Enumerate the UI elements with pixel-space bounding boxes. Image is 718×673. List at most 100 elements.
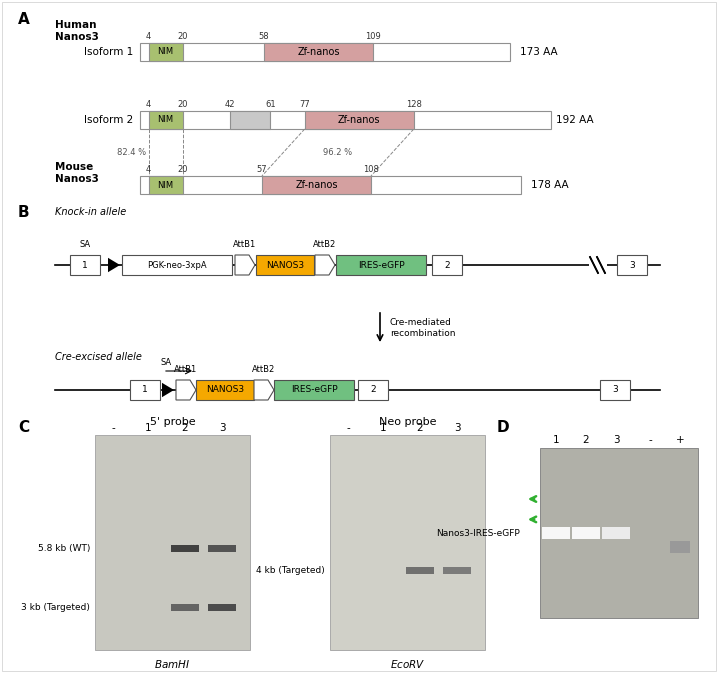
Text: Nanos3-IRES-eGFP: Nanos3-IRES-eGFP — [437, 530, 520, 538]
Text: Neo probe: Neo probe — [379, 417, 437, 427]
Text: 58: 58 — [258, 32, 269, 41]
Text: NANOS3: NANOS3 — [206, 386, 244, 394]
Bar — [140, 176, 521, 194]
Text: Nanos3: Nanos3 — [55, 174, 99, 184]
Text: 3: 3 — [612, 386, 618, 394]
Bar — [122, 255, 232, 275]
Text: 2: 2 — [416, 423, 424, 433]
Text: AttB1: AttB1 — [174, 365, 197, 374]
Text: NIM: NIM — [158, 48, 174, 57]
Text: Cre-excised allele: Cre-excised allele — [55, 352, 142, 362]
Bar — [140, 43, 510, 61]
Bar — [600, 380, 630, 400]
Bar — [264, 43, 373, 61]
Text: 20: 20 — [177, 165, 188, 174]
Text: Zf-nanos: Zf-nanos — [295, 180, 337, 190]
Text: $Bam$HI: $Bam$HI — [154, 658, 190, 670]
Polygon shape — [162, 383, 174, 397]
Polygon shape — [315, 255, 335, 275]
Text: Knock-in allele: Knock-in allele — [55, 207, 126, 217]
Bar — [140, 111, 551, 129]
Bar — [670, 540, 690, 553]
Text: A: A — [18, 12, 29, 27]
Text: Mouse: Mouse — [55, 162, 93, 172]
Text: NIM: NIM — [158, 116, 174, 125]
Text: -: - — [648, 435, 652, 445]
Text: 4: 4 — [146, 100, 151, 109]
Bar — [149, 111, 183, 129]
Text: IRES-eGFP: IRES-eGFP — [358, 260, 404, 269]
Text: 3: 3 — [219, 423, 225, 433]
Bar — [358, 380, 388, 400]
Text: 128: 128 — [406, 100, 421, 109]
Bar — [406, 567, 434, 574]
Text: 20: 20 — [177, 100, 188, 109]
Text: 4: 4 — [146, 165, 151, 174]
Text: Isoform 2: Isoform 2 — [84, 115, 133, 125]
Bar — [432, 255, 462, 275]
Text: 109: 109 — [365, 32, 381, 41]
Bar — [208, 545, 236, 553]
Text: NANOS3: NANOS3 — [266, 260, 304, 269]
Text: 4 kb (Targeted): 4 kb (Targeted) — [256, 566, 325, 575]
Text: NIM: NIM — [158, 180, 174, 190]
Text: 192 AA: 192 AA — [556, 115, 593, 125]
Text: Human: Human — [55, 20, 96, 30]
Text: AttB1: AttB1 — [233, 240, 256, 249]
Bar — [70, 255, 100, 275]
Text: -: - — [111, 423, 115, 433]
Polygon shape — [108, 258, 120, 272]
Bar — [208, 604, 236, 610]
Text: +: + — [676, 435, 684, 445]
Bar — [589, 263, 607, 267]
Text: -: - — [346, 423, 350, 433]
Bar — [542, 527, 570, 539]
Text: 61: 61 — [265, 100, 276, 109]
Text: 1: 1 — [380, 423, 386, 433]
Bar — [617, 255, 647, 275]
Bar — [304, 111, 414, 129]
Text: 1: 1 — [553, 435, 559, 445]
Bar — [196, 380, 254, 400]
Text: 57: 57 — [256, 165, 267, 174]
Text: SA: SA — [80, 240, 90, 249]
Text: 1: 1 — [145, 423, 151, 433]
Text: 77: 77 — [299, 100, 310, 109]
Bar — [336, 255, 426, 275]
Polygon shape — [254, 380, 274, 400]
Bar — [130, 380, 160, 400]
Bar — [171, 604, 199, 610]
Text: 2: 2 — [182, 423, 188, 433]
Text: 178 AA: 178 AA — [531, 180, 569, 190]
Text: 3: 3 — [612, 435, 620, 445]
Text: 3: 3 — [629, 260, 635, 269]
Text: 108: 108 — [363, 165, 379, 174]
Text: C: C — [18, 420, 29, 435]
Text: B: B — [18, 205, 29, 220]
Bar — [149, 176, 183, 194]
Text: 4: 4 — [146, 32, 151, 41]
Text: Zf-nanos: Zf-nanos — [338, 115, 381, 125]
Text: 82.4 %: 82.4 % — [118, 148, 146, 157]
Text: Nanos3: Nanos3 — [55, 32, 99, 42]
Text: 42: 42 — [225, 100, 235, 109]
Bar — [149, 43, 183, 61]
Text: Isoform 1: Isoform 1 — [84, 47, 133, 57]
Bar — [443, 567, 471, 574]
Text: 3: 3 — [454, 423, 460, 433]
Text: $Eco$RV: $Eco$RV — [390, 658, 425, 670]
Bar — [602, 527, 630, 539]
Polygon shape — [176, 380, 196, 400]
Bar — [95, 435, 250, 650]
Text: 96.2 %: 96.2 % — [323, 148, 353, 157]
Bar — [262, 176, 371, 194]
Bar — [572, 527, 600, 539]
Text: 5.8 kb (WT): 5.8 kb (WT) — [37, 544, 90, 553]
Text: SA: SA — [161, 358, 172, 367]
Bar — [230, 111, 271, 129]
Text: Cre-mediated
recombination: Cre-mediated recombination — [390, 318, 455, 338]
Text: PGK-neo-3xpA: PGK-neo-3xpA — [147, 260, 207, 269]
Text: 2: 2 — [583, 435, 589, 445]
Text: 2: 2 — [444, 260, 449, 269]
Bar — [330, 435, 485, 650]
